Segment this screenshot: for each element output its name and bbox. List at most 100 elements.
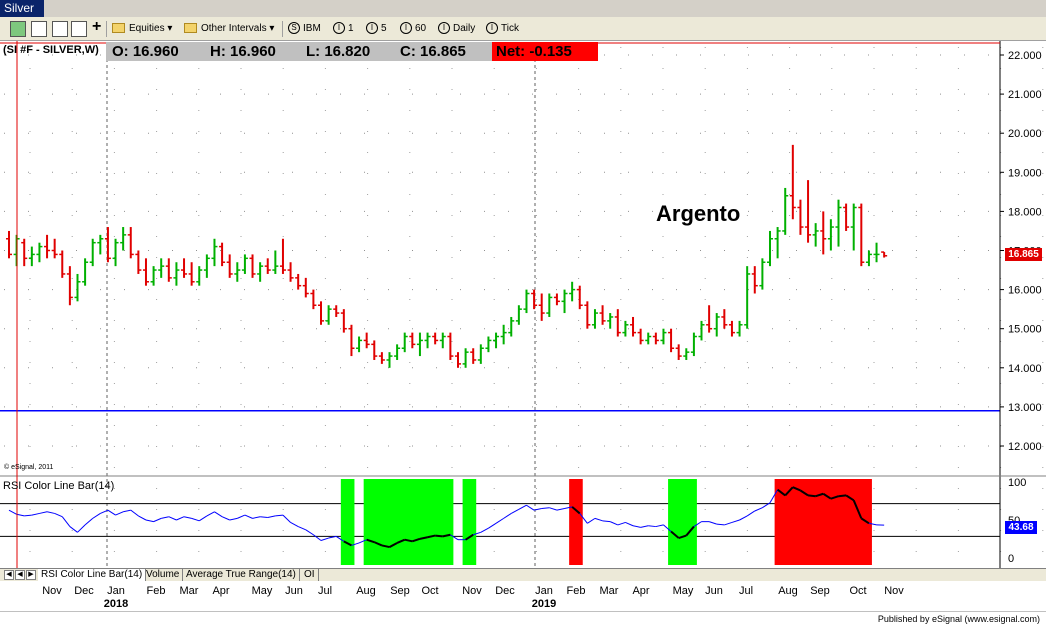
rsi-line-segment [297, 526, 306, 531]
chart-area[interactable]: 22.00021.00020.00019.00018.00017.00016.0… [0, 41, 1046, 611]
page-icon[interactable] [71, 21, 87, 37]
rsi-line-segment [648, 525, 656, 528]
rsi-line-segment [678, 534, 687, 539]
rsi-line-segment [450, 534, 459, 541]
rsi-line-segment [153, 517, 162, 523]
copy-icon[interactable] [52, 21, 68, 37]
first-tab-icon[interactable]: ◀ [4, 570, 14, 580]
rsi-line-segment [640, 525, 649, 528]
rsi-line-segment [815, 492, 824, 498]
layout-icon[interactable] [10, 21, 26, 37]
interval-60-button[interactable]: I 60 [400, 21, 426, 37]
price-tick-label: 13.000 [1008, 402, 1042, 414]
rsi-line-segment [237, 514, 246, 519]
month-label: Jan [107, 585, 125, 597]
tab-rsi[interactable]: RSI Color Line Bar(14) [38, 569, 147, 581]
add-icon[interactable]: + [92, 18, 102, 35]
rsi-line-segment [488, 522, 497, 529]
rsi-zone-green [363, 479, 454, 565]
window-title[interactable]: Silver [0, 0, 44, 17]
rsi-line-segment [419, 536, 428, 540]
tab-volume[interactable]: Volume [143, 569, 184, 581]
rsi-line-segment [206, 511, 215, 517]
rsi-line-segment [852, 499, 863, 519]
other-intervals-button[interactable]: Other Intervals ▾ [184, 21, 274, 37]
rsi-line-segment [320, 537, 329, 541]
rsi-line-segment [617, 521, 626, 526]
chart-icon[interactable] [31, 21, 47, 37]
rsi-line-segment [602, 520, 611, 523]
rsi-line-segment [845, 494, 855, 502]
prev-tab-icon[interactable]: ◀ [15, 570, 25, 580]
rsi-value-label: 43.68 [1005, 521, 1037, 534]
price-tick-label: 16.000 [1008, 285, 1042, 297]
rsi-line-segment [625, 522, 634, 527]
rsi-tick-label: 0 [1008, 553, 1014, 565]
interval-icon: I [486, 22, 498, 35]
rsi-title: RSI Color Line Bar(14) [3, 480, 115, 492]
open-value: O: 16.960 [112, 43, 179, 60]
price-tick-label: 22.000 [1008, 50, 1042, 62]
equities-button[interactable]: Equities ▾ [112, 21, 172, 37]
rsi-zone-green [340, 479, 355, 565]
rsi-line-segment [16, 513, 25, 517]
month-label: Apr [632, 585, 649, 597]
year-label: 2018 [104, 598, 128, 610]
month-label: Jan [535, 585, 553, 597]
rsi-line-segment [526, 504, 535, 511]
rsi-line-segment [343, 540, 352, 547]
tab-atr[interactable]: Average True Range(14) [183, 569, 300, 581]
rsi-line-segment [260, 516, 268, 519]
quote-bar: O: 16.960 H: 16.960 L: 16.820 C: 16.865 [106, 42, 492, 61]
month-label: Feb [147, 585, 166, 597]
next-tab-icon[interactable]: ▶ [26, 570, 36, 580]
rsi-line-segment [138, 515, 147, 521]
rsi-line-segment [191, 517, 200, 522]
rsi-zone-red [774, 479, 872, 565]
rsi-line-segment [168, 516, 177, 521]
interval-icon: I [438, 22, 450, 35]
price-tick-label: 12.000 [1008, 441, 1042, 453]
symbol-button[interactable]: S IBM [288, 21, 321, 37]
rsi-line-segment [860, 517, 870, 525]
rsi-line-segment [290, 522, 299, 528]
rsi-line-segment [267, 515, 276, 519]
footer: Published by eSignal (www.esignal.com) [0, 611, 1046, 626]
interval-icon: I [366, 22, 378, 35]
interval-daily-button[interactable]: I Daily [438, 21, 475, 37]
close-value: C: 16.865 [400, 43, 466, 60]
rsi-line-segment [533, 508, 542, 511]
rsi-line-segment [145, 519, 154, 523]
price-tick-label: 21.000 [1008, 89, 1042, 101]
rsi-line-segment [366, 538, 375, 544]
interval-tick-button[interactable]: I Tick [486, 21, 519, 37]
rsi-line-segment [396, 538, 406, 544]
rsi-line-segment [252, 516, 261, 519]
last-price-label: 16.865 [1005, 248, 1042, 261]
symbol-icon: S [288, 22, 300, 35]
rsi-line-segment [473, 531, 481, 536]
price-tick-label: 20.000 [1008, 128, 1042, 140]
copyright-label: © eSignal, 2011 [4, 464, 54, 471]
price-tick-label: 19.000 [1008, 167, 1042, 179]
rsi-line-segment [724, 521, 733, 526]
rsi-line-segment [77, 524, 86, 533]
tab-oi[interactable]: OI [301, 569, 319, 581]
rsi-zone-green [462, 479, 477, 565]
month-label: Oct [849, 585, 866, 597]
rsi-line-segment [587, 517, 596, 524]
month-label: Sep [810, 585, 830, 597]
rsi-line-segment [792, 486, 801, 492]
rsi-line-segment [221, 516, 230, 521]
rsi-line-segment [731, 519, 740, 523]
net-change: Net: -0.135 [492, 42, 598, 61]
interval-icon: I [400, 22, 412, 35]
rsi-line-segment [54, 512, 63, 518]
rsi-line-segment [39, 511, 48, 514]
rsi-line-segment [465, 533, 474, 541]
rsi-line-segment [107, 509, 116, 516]
rsi-line-segment [663, 524, 672, 532]
